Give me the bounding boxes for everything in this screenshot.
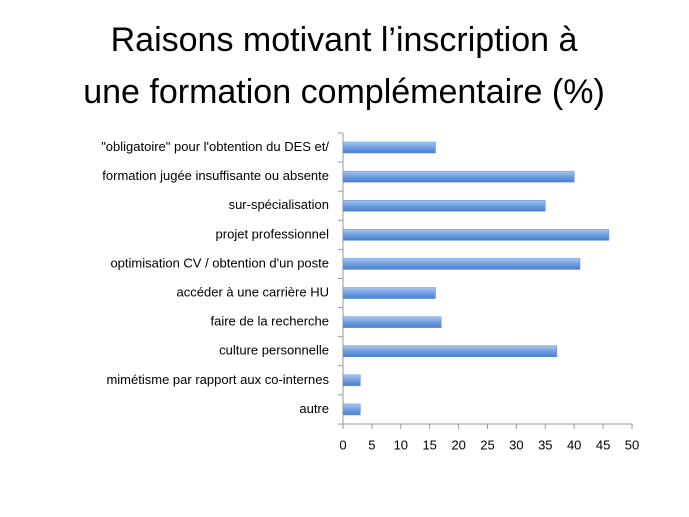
y-tick-label: formation jugée insuffisante ou absente <box>102 168 329 183</box>
bar <box>342 170 575 183</box>
y-tick-label: sur-spécialisation <box>229 197 329 212</box>
y-tick-label: projet professionnel <box>216 226 330 241</box>
x-tick-label: 40 <box>567 437 581 452</box>
x-tick-label: 30 <box>509 437 523 452</box>
x-tick-label: 35 <box>538 437 552 452</box>
x-tick-label: 15 <box>422 437 436 452</box>
y-tick-label: culture personnelle <box>219 343 329 358</box>
y-tick-label: "obligatoire" pour l'obtention du DES et… <box>101 139 329 154</box>
bar <box>342 200 546 212</box>
bar <box>342 403 361 416</box>
bar <box>342 345 558 357</box>
y-tick-label: autre <box>299 401 329 416</box>
x-tick-label: 0 <box>339 437 346 452</box>
x-tick-label: 45 <box>596 437 610 452</box>
bar <box>342 141 436 154</box>
y-tick-label: mimétisme par rapport aux co-internes <box>106 372 329 387</box>
y-tick-label: optimisation CV / obtention d'un poste <box>110 255 329 270</box>
chart-title: Raisons motivant l’inscription à <box>111 21 578 59</box>
bar <box>342 287 436 299</box>
y-tick-label: faire de la recherche <box>210 314 329 329</box>
bar <box>342 258 581 270</box>
x-tick-label: 25 <box>480 437 494 452</box>
x-tick-label: 5 <box>368 437 375 452</box>
y-tick-label: accéder à une carrière HU <box>177 284 329 299</box>
x-tick-label: 20 <box>451 437 465 452</box>
bar <box>342 374 361 387</box>
bar <box>342 229 610 241</box>
chart-title: une formation complémentaire (%) <box>83 73 605 111</box>
x-tick-label: 50 <box>625 437 639 452</box>
x-tick-label: 10 <box>394 437 408 452</box>
bar <box>342 316 442 328</box>
